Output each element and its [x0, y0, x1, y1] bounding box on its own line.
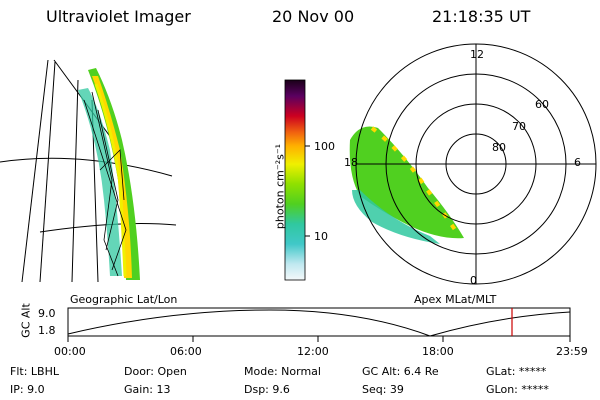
info-glon: GLon: *****: [486, 383, 549, 396]
instrument-title: Ultraviolet Imager: [46, 7, 191, 26]
altitude-curve: [67, 309, 571, 337]
colorbar-gradient: [284, 79, 306, 281]
info-ip: IP: 9.0: [10, 383, 45, 396]
polar-mlt-12: 12: [470, 48, 484, 61]
timeline-xtick-0000: 00:00: [54, 345, 86, 358]
timeline-ylabel: GC Alt: [19, 303, 33, 338]
geographic-label: Geographic Lat/Lon: [70, 293, 178, 306]
timeline-xtick-2359: 23:59: [556, 345, 588, 358]
polar-mlt-18: 18: [344, 156, 358, 169]
polar-lat-70: 70: [512, 120, 526, 133]
apex-label: Apex MLat/MLT: [414, 293, 497, 306]
timeline-xtick-1800: 18:00: [422, 345, 454, 358]
info-mode: Mode: Normal: [244, 365, 321, 378]
info-gc-alt: GC Alt: 6.4 Re: [362, 365, 439, 378]
colorbar-tick-10: 10: [314, 230, 328, 243]
polar-lat-60: 60: [535, 98, 549, 111]
info-filter: Flt: LBHL: [10, 365, 59, 378]
info-seq: Seq: 39: [362, 383, 404, 396]
polar-lat-80: 80: [492, 141, 506, 154]
auroral-oval-polar: [349, 126, 464, 244]
polar-mlt-0: 0: [470, 274, 477, 287]
timeline-ytick-9: 9.0: [38, 307, 56, 320]
timeline-ytick-1-8: 1.8: [38, 324, 56, 337]
polar-mlt-6: 6: [574, 156, 581, 169]
geo-grid-overlay: [83, 91, 127, 277]
date-label: 20 Nov 00: [272, 7, 355, 26]
polar-grid: [355, 43, 597, 285]
info-glat: GLat: *****: [486, 365, 547, 378]
time-label: 21:18:35 UT: [432, 7, 531, 26]
timeline-xtick-1200: 12:00: [297, 345, 329, 358]
colorbar-tick-100: 100: [314, 140, 335, 153]
timeline-xtick-0600: 06:00: [170, 345, 202, 358]
info-door: Door: Open: [124, 365, 187, 378]
info-dsp: Dsp: 9.6: [244, 383, 290, 396]
info-gain: Gain: 13: [124, 383, 171, 396]
